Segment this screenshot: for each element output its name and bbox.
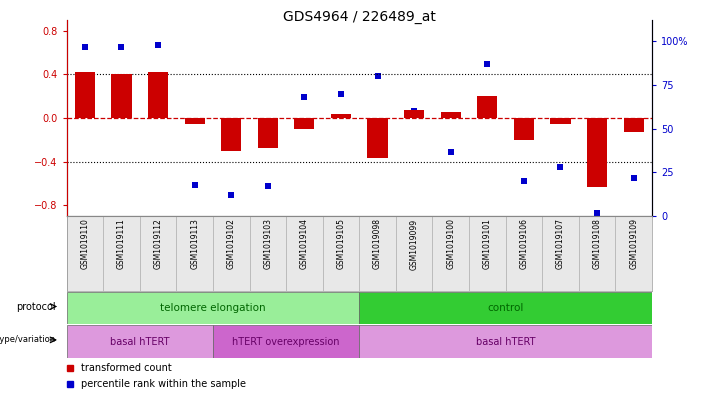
Bar	[221, 118, 241, 151]
Text: GDS4964 / 226489_at: GDS4964 / 226489_at	[283, 10, 436, 24]
Point	[409, 108, 420, 114]
Text: GSM1019113: GSM1019113	[190, 219, 199, 269]
Point	[226, 192, 237, 198]
Point	[116, 44, 127, 50]
Text: transformed count: transformed count	[81, 363, 171, 373]
Bar	[514, 118, 534, 140]
Bar	[587, 118, 607, 187]
Point	[299, 94, 310, 101]
Bar	[67, 325, 213, 358]
Text: protocol: protocol	[16, 301, 55, 312]
Text: hTERT overexpression: hTERT overexpression	[232, 336, 340, 347]
Bar	[67, 292, 360, 324]
Point	[445, 149, 456, 155]
Text: GSM1019099: GSM1019099	[409, 219, 418, 270]
Bar	[111, 74, 132, 118]
Bar	[624, 118, 644, 132]
Bar	[367, 118, 388, 158]
Point	[262, 183, 273, 189]
Bar	[477, 96, 498, 118]
Text: GSM1019109: GSM1019109	[629, 219, 638, 269]
Text: basal hTERT: basal hTERT	[110, 336, 170, 347]
Point	[592, 209, 603, 216]
Text: genotype/variation: genotype/variation	[0, 335, 55, 344]
Text: telomere elongation: telomere elongation	[160, 303, 266, 313]
Text: GSM1019111: GSM1019111	[117, 219, 126, 269]
Bar	[213, 325, 360, 358]
Text: percentile rank within the sample: percentile rank within the sample	[81, 379, 245, 389]
Bar	[184, 118, 205, 125]
Bar	[75, 72, 95, 118]
Point	[189, 182, 200, 188]
Point	[482, 61, 493, 67]
Text: GSM1019100: GSM1019100	[447, 219, 455, 269]
Point	[152, 42, 163, 48]
Text: GSM1019106: GSM1019106	[519, 219, 529, 269]
Text: GSM1019112: GSM1019112	[154, 219, 163, 269]
Point	[555, 164, 566, 171]
Point	[372, 73, 383, 79]
Text: control: control	[487, 303, 524, 313]
Text: GSM1019101: GSM1019101	[483, 219, 492, 269]
Text: GSM1019107: GSM1019107	[556, 219, 565, 269]
Text: GSM1019110: GSM1019110	[81, 219, 90, 269]
Bar	[404, 110, 424, 118]
Text: GSM1019104: GSM1019104	[300, 219, 309, 269]
Text: basal hTERT: basal hTERT	[476, 336, 536, 347]
Bar	[441, 112, 461, 118]
Bar	[148, 72, 168, 118]
Point	[628, 174, 639, 181]
Bar	[360, 325, 652, 358]
Text: GSM1019103: GSM1019103	[264, 219, 272, 269]
Bar	[294, 118, 315, 129]
Point	[79, 44, 90, 50]
Bar	[258, 118, 278, 149]
Point	[518, 178, 529, 184]
Text: GSM1019108: GSM1019108	[592, 219, 601, 269]
Text: GSM1019098: GSM1019098	[373, 219, 382, 269]
Bar	[331, 114, 351, 118]
Text: GSM1019102: GSM1019102	[226, 219, 236, 269]
Bar	[550, 118, 571, 125]
Bar	[360, 292, 652, 324]
Point	[335, 91, 346, 97]
Text: GSM1019105: GSM1019105	[336, 219, 346, 269]
